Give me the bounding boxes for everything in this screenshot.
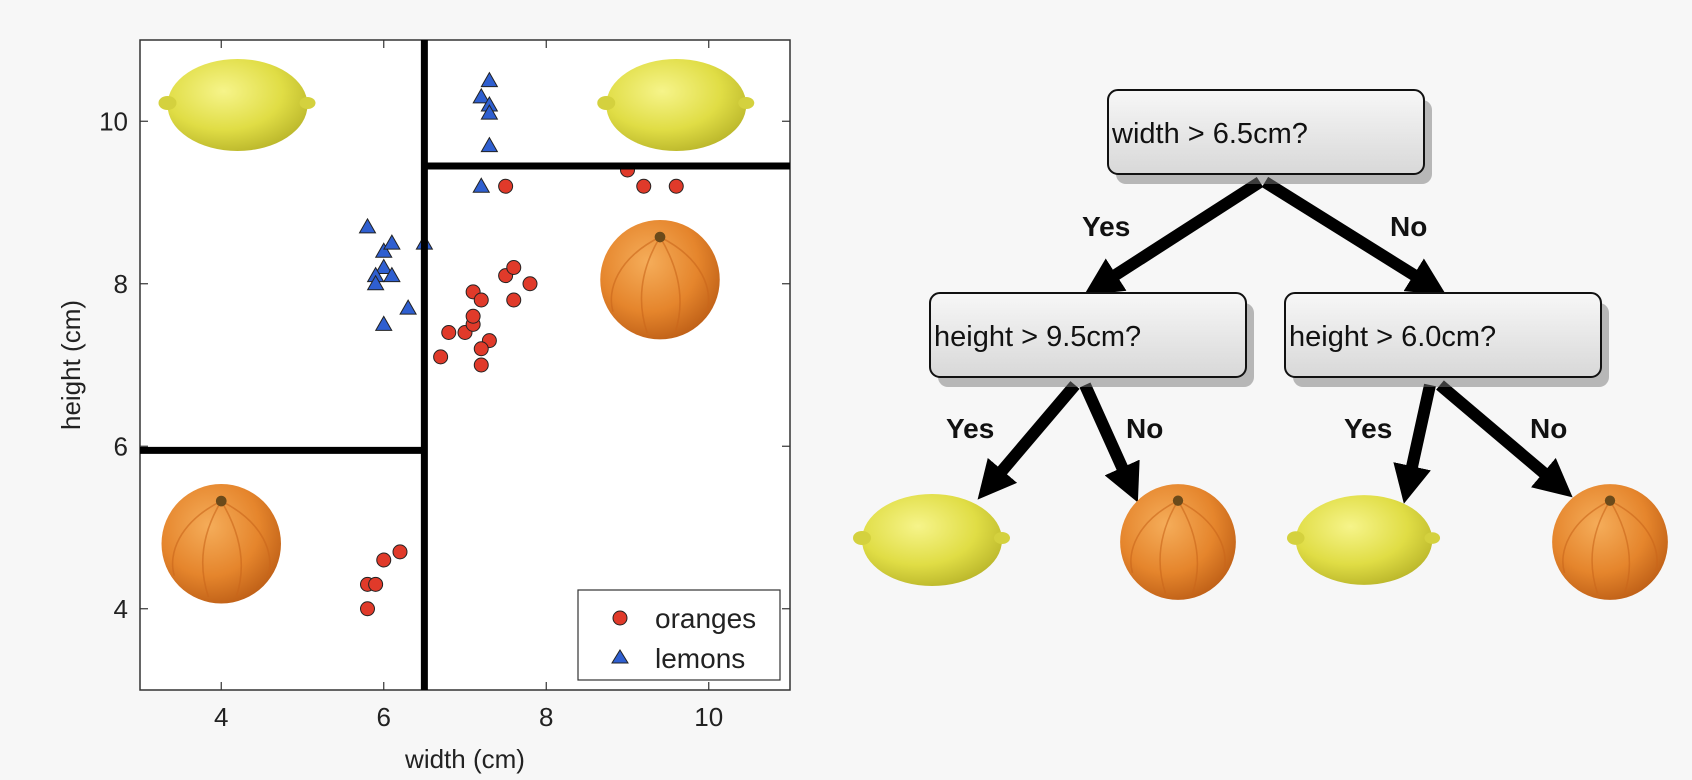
legend: oranges lemons [577,589,781,681]
edge-right-yes [1393,383,1436,504]
oranges-point [392,544,408,560]
lemons-point [374,242,393,258]
y-tick-label: 10 [99,106,128,136]
edge-label-root-no: No [1390,211,1427,242]
oranges-point [360,601,375,617]
leaf-4-orange-icon [1551,483,1669,601]
oranges-point [473,292,489,308]
legend-lemons-label: lemons [655,643,745,674]
edge-label-left-no: No [1126,413,1163,444]
region-orange-icon-4 [160,483,282,605]
oranges-point [433,349,449,365]
x-tick-label: 6 [377,702,391,732]
x-axis-label: width (cm) [404,744,525,774]
oranges-point [636,178,652,194]
edge-left-no [1079,382,1140,503]
node-root: width > 6.5cm? [1107,89,1432,184]
oranges-point [506,260,522,275]
decision-tree: Yes No Yes No Yes No width > 6.5cm? heig… [853,89,1669,601]
edge-label-left-yes: Yes [946,413,994,444]
decision-boundaries [140,40,790,690]
legend-box [577,589,781,681]
tree-edges [977,176,1573,504]
x-tick-label: 8 [539,702,553,732]
leaf-3-lemon-icon [1286,495,1441,585]
lemons-point [358,217,377,234]
edge-label-right-yes: Yes [1344,413,1392,444]
data-points [358,71,684,617]
leaf-1-lemon-icon [853,494,1010,586]
node-left-label: height > 9.5cm? [934,321,1141,353]
oranges-point [498,178,514,194]
y-tick-label: 6 [114,431,128,461]
lemons-point [374,315,393,331]
oranges-point [465,308,481,324]
lemons-point [472,177,491,193]
edge-label-root-yes: Yes [1082,211,1130,242]
edge-root-yes [1083,176,1264,296]
edge-label-right-no: No [1530,413,1567,444]
region-orange-icon-3 [599,219,721,341]
x-tick-label: 4 [214,702,228,732]
edge-root-no [1261,176,1447,296]
edge-left-yes [977,381,1080,500]
legend-oranges-marker [612,610,628,626]
oranges-point [376,552,392,568]
node-root-label: width > 6.5cm? [1111,118,1308,150]
lemons-point [366,274,385,291]
node-left: height > 9.5cm? [929,292,1254,387]
x-tick-label: 10 [694,702,723,732]
lemons-point [399,299,417,315]
node-right-label: height > 6.0cm? [1289,321,1496,353]
node-right: height > 6.0cm? [1284,292,1609,387]
lemons-point [480,104,499,120]
oranges-point [668,178,684,194]
oranges-point [473,341,489,357]
lemons-point [472,87,491,104]
lemons-point [480,136,499,153]
lemons-point [480,71,499,88]
oranges-point [441,325,457,340]
y-tick-label: 8 [114,269,128,299]
y-tick-label: 4 [114,594,128,624]
lemons-point [383,266,401,283]
legend-oranges-label: oranges [655,603,756,634]
oranges-point [368,576,384,592]
leaf-2-orange-icon [1119,483,1237,601]
legend-lemons-marker [611,649,629,664]
edge-right-no [1436,380,1573,498]
lemons-point [383,234,401,250]
y-axis-label: height (cm) [56,300,86,430]
oranges-point [522,276,538,292]
oranges-point [473,357,489,373]
lemons-point [374,258,393,274]
oranges-point [506,292,522,308]
scatter-plot: 4 6 8 10 4 6 8 10 width (cm) height (cm) orange… [56,39,791,774]
axis-ticks: 4 6 8 10 4 6 8 10 [99,40,790,732]
